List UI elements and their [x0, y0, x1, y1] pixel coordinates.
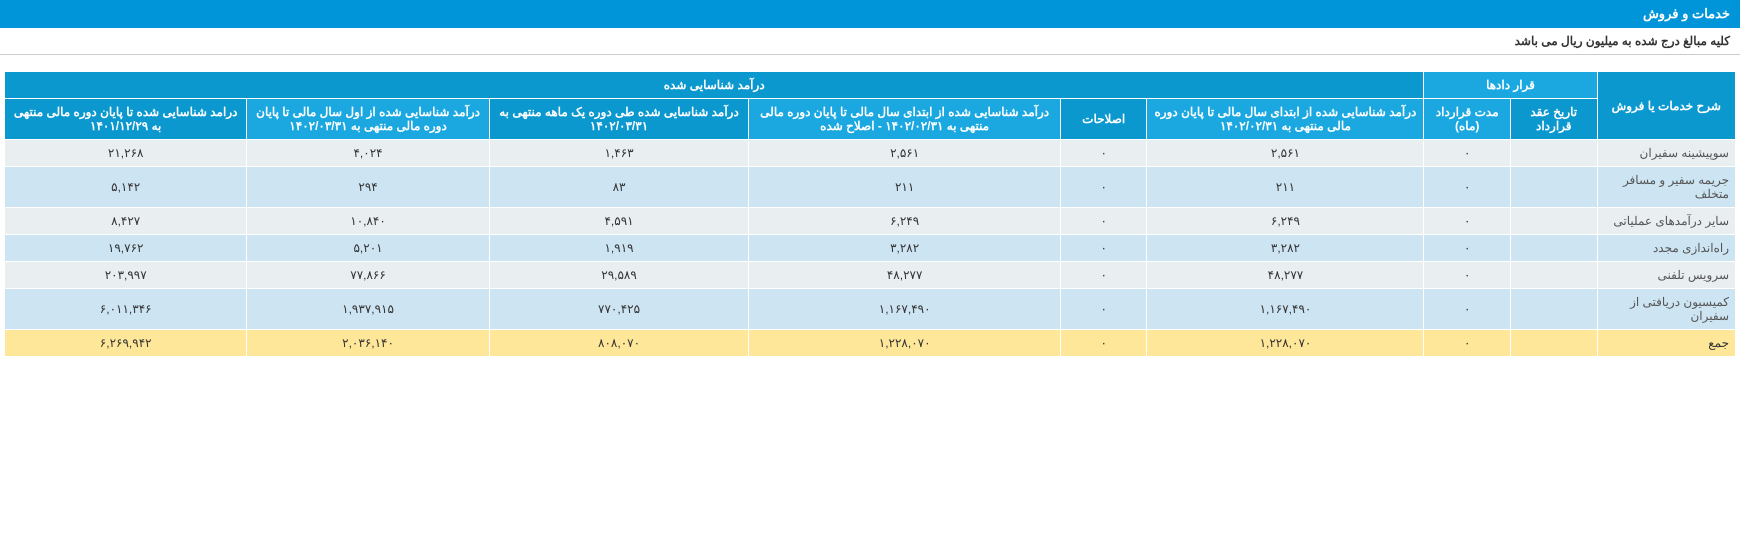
row-label-total: جمع — [1597, 330, 1735, 357]
row-label: کمیسیون دریافتی از سفیران — [1597, 289, 1735, 330]
col-header-desc: شرح خدمات یا فروش — [1597, 72, 1735, 140]
cell: ۶,۰۱۱,۳۴۶ — [5, 289, 247, 330]
cell: ۱,۱۶۷,۴۹۰ — [749, 289, 1061, 330]
cell: ۰ — [1060, 262, 1147, 289]
cell: ۲۹,۵۸۹ — [489, 262, 749, 289]
table-row: راه‌اندازی مجدد ۰ ۳,۲۸۲ ۰ ۳,۲۸۲ ۱,۹۱۹ ۵,… — [5, 235, 1736, 262]
table-row: سرویس تلفنی ۰ ۴۸,۲۷۷ ۰ ۴۸,۲۷۷ ۲۹,۵۸۹ ۷۷,… — [5, 262, 1736, 289]
col-header-rec1: درآمد شناسایی شده از ابتدای سال مالی تا … — [1147, 99, 1424, 140]
cell: ۰ — [1060, 289, 1147, 330]
cell: ۳,۲۸۲ — [749, 235, 1061, 262]
table-row-total: جمع ۰ ۱,۲۲۸,۰۷۰ ۰ ۱,۲۲۸,۰۷۰ ۸۰۸,۰۷۰ ۲,۰۳… — [5, 330, 1736, 357]
cell: ۰ — [1060, 140, 1147, 167]
cell: ۲۱۱ — [749, 167, 1061, 208]
cell — [1510, 235, 1597, 262]
col-header-rec2: درآمد شناسایی شده از ابتدای سال مالی تا … — [749, 99, 1061, 140]
services-sales-table: شرح خدمات یا فروش قرار دادها درآمد شناسا… — [4, 71, 1736, 357]
cell: ۰ — [1424, 235, 1511, 262]
cell: ۱,۹۱۹ — [489, 235, 749, 262]
cell: ۶,۲۶۹,۹۴۲ — [5, 330, 247, 357]
cell: ۲۱,۲۶۸ — [5, 140, 247, 167]
cell: ۱۰,۸۴۰ — [247, 208, 489, 235]
col-header-contract-date: تاریخ عقد قرارداد — [1510, 99, 1597, 140]
cell — [1510, 289, 1597, 330]
cell: ۷۷,۸۶۶ — [247, 262, 489, 289]
cell: ۰ — [1060, 208, 1147, 235]
row-label: جریمه سفیر و مسافر متخلف — [1597, 167, 1735, 208]
cell: ۰ — [1424, 262, 1511, 289]
cell: ۰ — [1060, 330, 1147, 357]
cell: ۱,۲۲۸,۰۷۰ — [749, 330, 1061, 357]
cell: ۲,۰۳۶,۱۴۰ — [247, 330, 489, 357]
table-row: سوپیشینه سفیران ۰ ۲,۵۶۱ ۰ ۲,۵۶۱ ۱,۴۶۳ ۴,… — [5, 140, 1736, 167]
row-label: سرویس تلفنی — [1597, 262, 1735, 289]
cell: ۴,۰۲۴ — [247, 140, 489, 167]
cell: ۰ — [1424, 167, 1511, 208]
table-row: سایر درآمدهای عملیاتی ۰ ۶,۲۴۹ ۰ ۶,۲۴۹ ۴,… — [5, 208, 1736, 235]
cell — [1510, 330, 1597, 357]
cell: ۰ — [1424, 330, 1511, 357]
col-header-rec3: درآمد شناسایی شده طی دوره یک ماهه منتهی … — [489, 99, 749, 140]
cell: ۰ — [1060, 235, 1147, 262]
row-label: راه‌اندازی مجدد — [1597, 235, 1735, 262]
cell: ۳,۲۸۲ — [1147, 235, 1424, 262]
col-header-recognized-group: درآمد شناسایی شده — [5, 72, 1424, 99]
cell: ۶,۲۴۹ — [1147, 208, 1424, 235]
cell: ۱۹,۷۶۲ — [5, 235, 247, 262]
cell: ۲,۵۶۱ — [749, 140, 1061, 167]
cell: ۱,۴۶۳ — [489, 140, 749, 167]
cell: ۱,۱۶۷,۴۹۰ — [1147, 289, 1424, 330]
cell: ۸,۴۲۷ — [5, 208, 247, 235]
cell: ۸۰۸,۰۷۰ — [489, 330, 749, 357]
cell: ۰ — [1424, 208, 1511, 235]
cell: ۴,۵۹۱ — [489, 208, 749, 235]
cell — [1510, 262, 1597, 289]
col-header-rec4: درآمد شناسایی شده از اول سال مالی تا پای… — [247, 99, 489, 140]
cell: ۲,۵۶۱ — [1147, 140, 1424, 167]
cell: ۸۳ — [489, 167, 749, 208]
table-header: شرح خدمات یا فروش قرار دادها درآمد شناسا… — [5, 72, 1736, 140]
cell: ۰ — [1060, 167, 1147, 208]
cell: ۲۹۴ — [247, 167, 489, 208]
table-row: کمیسیون دریافتی از سفیران ۰ ۱,۱۶۷,۴۹۰ ۰ … — [5, 289, 1736, 330]
cell — [1510, 167, 1597, 208]
cell: ۴۸,۲۷۷ — [749, 262, 1061, 289]
row-label: سایر درآمدهای عملیاتی — [1597, 208, 1735, 235]
table-container: شرح خدمات یا فروش قرار دادها درآمد شناسا… — [0, 55, 1740, 361]
col-header-rec5: درامد شناسایی شده تا پایان دوره مالی منت… — [5, 99, 247, 140]
section-title: خدمات و فروش — [0, 0, 1740, 28]
col-header-contract-duration: مدت قرارداد (ماه) — [1424, 99, 1511, 140]
cell: ۱,۲۲۸,۰۷۰ — [1147, 330, 1424, 357]
cell: ۵,۱۴۲ — [5, 167, 247, 208]
cell: ۲۱۱ — [1147, 167, 1424, 208]
cell: ۷۷۰,۴۲۵ — [489, 289, 749, 330]
cell: ۱,۹۳۷,۹۱۵ — [247, 289, 489, 330]
table-row: جریمه سفیر و مسافر متخلف ۰ ۲۱۱ ۰ ۲۱۱ ۸۳ … — [5, 167, 1736, 208]
cell — [1510, 140, 1597, 167]
cell: ۲۰۳,۹۹۷ — [5, 262, 247, 289]
cell: ۴۸,۲۷۷ — [1147, 262, 1424, 289]
cell: ۰ — [1424, 140, 1511, 167]
cell: ۰ — [1424, 289, 1511, 330]
col-header-adjustments: اصلاحات — [1060, 99, 1147, 140]
cell: ۶,۲۴۹ — [749, 208, 1061, 235]
cell — [1510, 208, 1597, 235]
col-header-contracts-group: قرار دادها — [1424, 72, 1597, 99]
table-body: سوپیشینه سفیران ۰ ۲,۵۶۱ ۰ ۲,۵۶۱ ۱,۴۶۳ ۴,… — [5, 140, 1736, 357]
row-label: سوپیشینه سفیران — [1597, 140, 1735, 167]
cell: ۵,۲۰۱ — [247, 235, 489, 262]
currency-note: کلیه مبالغ درج شده به میلیون ریال می باش… — [0, 28, 1740, 55]
